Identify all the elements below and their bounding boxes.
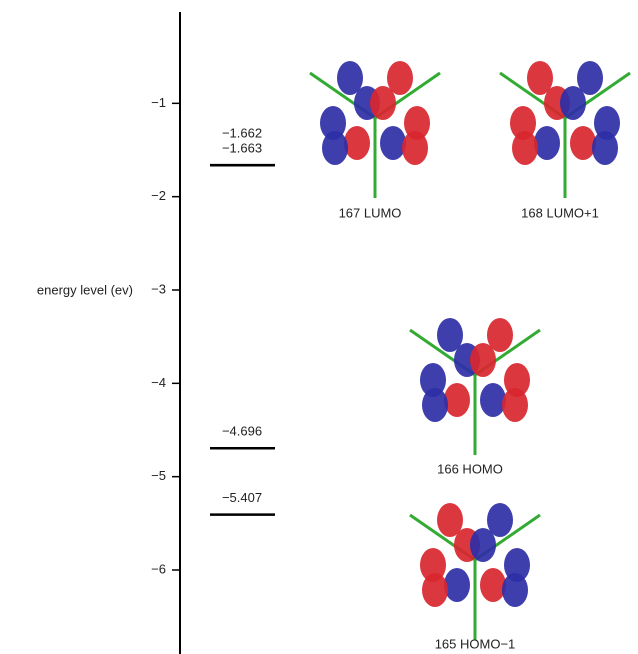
orbital-caption: 167 LUMO: [339, 205, 402, 220]
y-axis-label: energy level (ev): [37, 282, 133, 297]
y-tick-label: −4: [151, 375, 166, 390]
orbital-lobe: [470, 343, 496, 377]
orbital-lobe: [344, 126, 370, 160]
orbital-caption: 166 HOMO: [437, 461, 503, 476]
y-tick-label: −5: [151, 468, 166, 483]
orbital-lobe: [560, 86, 586, 120]
y-tick-label: −3: [151, 281, 166, 296]
orbital-lobe: [512, 131, 538, 165]
y-tick-label: −6: [151, 561, 166, 576]
level-label: −1.662: [222, 126, 262, 141]
orbital-caption: 168 LUMO+1: [521, 205, 599, 220]
orbital-lobe: [502, 388, 528, 422]
y-tick-label: −1: [151, 95, 166, 110]
orbital-lobe: [534, 126, 560, 160]
orbital-lobe: [380, 126, 406, 160]
chart: energy level (ev) −1 −2 −3 −4 −5 −6 −1.662−1.6…: [0, 0, 638, 654]
level-label: −5.407: [222, 490, 262, 505]
orbital-lobe: [480, 383, 506, 417]
orbital-lobe: [402, 131, 428, 165]
orbital-caption: 165 HOMO−1: [435, 636, 516, 651]
orbital-lobe: [592, 131, 618, 165]
orbital-lobe: [422, 573, 448, 607]
orbital-lobe: [470, 528, 496, 562]
orbital-lobe: [480, 568, 506, 602]
level-label: −4.696: [222, 424, 262, 439]
orbital-lobe: [444, 568, 470, 602]
orbital-lobe: [322, 131, 348, 165]
orbital-lobe: [502, 573, 528, 607]
orbital-lobe: [570, 126, 596, 160]
orbital-lobe: [422, 388, 448, 422]
orbital-lobe: [370, 86, 396, 120]
y-tick-label: −2: [151, 188, 166, 203]
orbital-lobe: [444, 383, 470, 417]
level-label: −1.663: [222, 141, 262, 156]
